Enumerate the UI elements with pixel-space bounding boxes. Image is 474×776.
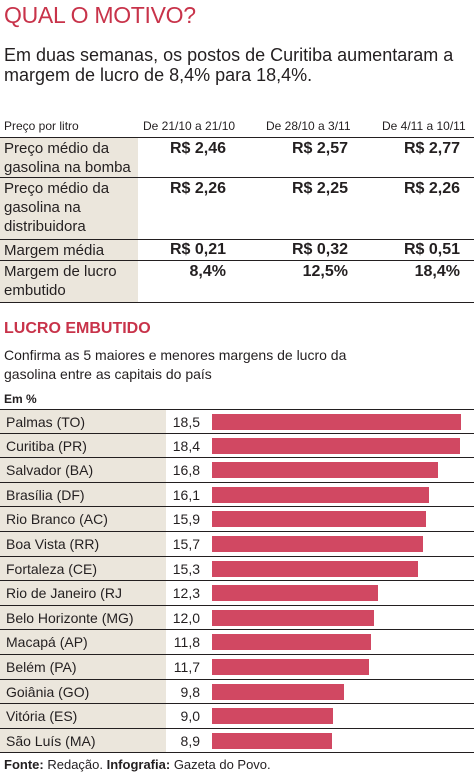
bar xyxy=(212,511,426,528)
bar xyxy=(212,658,370,675)
cell: 18,4% xyxy=(414,263,460,280)
bar-value-label: 15,9 xyxy=(172,511,200,528)
price-table: Preço por litro De 21/10 a 21/10 De 28/1… xyxy=(0,116,474,303)
bar-category-label: Fortaleza (CE) xyxy=(0,556,166,581)
bar-value-label: 18,5 xyxy=(172,414,200,430)
unit-label: Em % xyxy=(4,392,37,406)
cell: R$ 2,77 xyxy=(403,140,460,157)
intro-text: Em duas semanas, os postos de Curitiba a… xyxy=(4,45,454,85)
bar xyxy=(212,486,429,503)
bar-value-label: 9,8 xyxy=(180,683,200,700)
bar xyxy=(212,560,418,577)
bar-category-label: Macapá (AP) xyxy=(0,630,166,654)
bar-category-label: Rio Branco (AC) xyxy=(0,507,166,531)
source-text: Redação. xyxy=(47,757,103,772)
bar-value-label: 8,9 xyxy=(180,732,200,749)
bar-value-label: 15,7 xyxy=(172,535,200,552)
row-label: Preço médio da gasolina na distribuidora xyxy=(0,178,138,239)
table-row: Margem média R$ 0,21 R$ 0,32 R$ 0,51 xyxy=(0,240,474,261)
bar-category-label: Curitiba (PR) xyxy=(0,433,166,458)
bar-row: Belo Horizonte (MG) 12,0 xyxy=(0,605,474,631)
bar-category-label: São Luís (MA) xyxy=(0,728,166,753)
cell: R$ 2,57 xyxy=(291,140,348,157)
bar xyxy=(212,609,374,626)
col-header-2: De 28/10 a 3/11 xyxy=(266,119,351,133)
bar-chart: Palmas (TO) 18,5 Curitiba (PR) 18,4 Salvador… xyxy=(0,409,474,754)
bar-value-label: 15,3 xyxy=(172,560,200,577)
table-row: Preço médio da gasolina na distribuidora… xyxy=(0,178,474,240)
bar-row: Palmas (TO) 18,5 xyxy=(0,409,474,434)
bar-category-label: Boa Vista (RR) xyxy=(0,531,166,556)
infographic-text: Gazeta do Povo. xyxy=(173,757,271,772)
cell: 8,4% xyxy=(189,263,226,280)
col-header-0: Preço por litro xyxy=(4,119,79,133)
bar-row: São Luís (MA) 8,9 xyxy=(0,728,474,754)
bar-category-label: Palmas (TO) xyxy=(0,410,166,433)
bar-row: Macapá (AP) 11,8 xyxy=(0,630,474,655)
bar-value-label: 9,0 xyxy=(180,708,200,725)
bar xyxy=(212,414,461,430)
bar xyxy=(212,683,344,700)
row-label: Margem de lucro embutido xyxy=(0,261,138,302)
infographic-label: Infografia: xyxy=(106,757,171,772)
bar xyxy=(212,462,439,479)
bar-value-label: 11,7 xyxy=(173,658,200,675)
section-title: LUCRO EMBUTIDO xyxy=(4,320,151,337)
bar-value-label: 16,1 xyxy=(172,486,200,503)
bar-row: Rio de Janeiro (RJ 12,3 xyxy=(0,581,474,606)
table-row: Margem de lucro embutido 8,4% 12,5% 18,4… xyxy=(0,261,474,303)
headline: QUAL O MOTIVO? xyxy=(4,2,196,28)
bar-value-label: 16,8 xyxy=(172,462,200,479)
col-header-1: De 21/10 a 21/10 xyxy=(143,119,236,133)
row-label: Margem média xyxy=(0,240,138,260)
cell: R$ 0,51 xyxy=(403,241,460,258)
bar xyxy=(212,535,424,552)
table-row: Preço médio da gasolina na bomba R$ 2,46… xyxy=(0,138,474,178)
bar-category-label: Belo Horizonte (MG) xyxy=(0,605,166,630)
bar-row: Rio Branco (AC) 15,9 xyxy=(0,507,474,532)
bar-value-label: 11,8 xyxy=(173,634,200,651)
bar-row: Vitória (ES) 9,0 xyxy=(0,704,474,729)
row-label: Preço médio da gasolina na bomba xyxy=(0,138,138,177)
cell: R$ 2,26 xyxy=(169,180,226,197)
bar-category-label: Salvador (BA) xyxy=(0,458,166,482)
cell: R$ 2,26 xyxy=(403,180,460,197)
bar-row: Goiânia (GO) 9,8 xyxy=(0,679,474,705)
bar-value-label: 12,0 xyxy=(172,609,200,626)
bar-row: Salvador (BA) 16,8 xyxy=(0,458,474,483)
cell: R$ 0,21 xyxy=(169,241,226,258)
bar-category-label: Vitória (ES) xyxy=(0,704,166,728)
bar-category-label: Goiânia (GO) xyxy=(0,679,166,704)
table-header: Preço por litro De 21/10 a 21/10 De 28/1… xyxy=(0,116,474,138)
bar-category-label: Rio de Janeiro (RJ xyxy=(0,581,166,605)
bar-row: Boa Vista (RR) 15,7 xyxy=(0,531,474,557)
source-label: Fonte: xyxy=(4,757,44,772)
bar-row: Fortaleza (CE) 15,3 xyxy=(0,556,474,582)
bar xyxy=(212,732,332,749)
bar-row: Curitiba (PR) 18,4 xyxy=(0,433,474,459)
section-subtitle: Confirma as 5 maiores e menores margens … xyxy=(4,347,347,382)
bar-value-label: 18,4 xyxy=(172,437,200,454)
cell: R$ 2,25 xyxy=(291,180,348,197)
bar-value-label: 12,3 xyxy=(172,585,200,602)
cell: R$ 2,46 xyxy=(169,140,226,157)
bar xyxy=(212,708,334,725)
bar xyxy=(212,634,371,651)
bar xyxy=(212,437,460,454)
col-header-3: De 4/11 a 10/11 xyxy=(382,119,466,133)
cell: 12,5% xyxy=(302,263,348,280)
bar-category-label: Brasília (DF) xyxy=(0,482,166,507)
bar-row: Belém (PA) 11,7 xyxy=(0,654,474,680)
bar-row: Brasília (DF) 16,1 xyxy=(0,482,474,508)
bar xyxy=(212,585,378,602)
cell: R$ 0,32 xyxy=(291,241,348,258)
bar-category-label: Belém (PA) xyxy=(0,654,166,679)
source-line: Fonte: Redação. Infografia: Gazeta do Po… xyxy=(4,757,271,772)
